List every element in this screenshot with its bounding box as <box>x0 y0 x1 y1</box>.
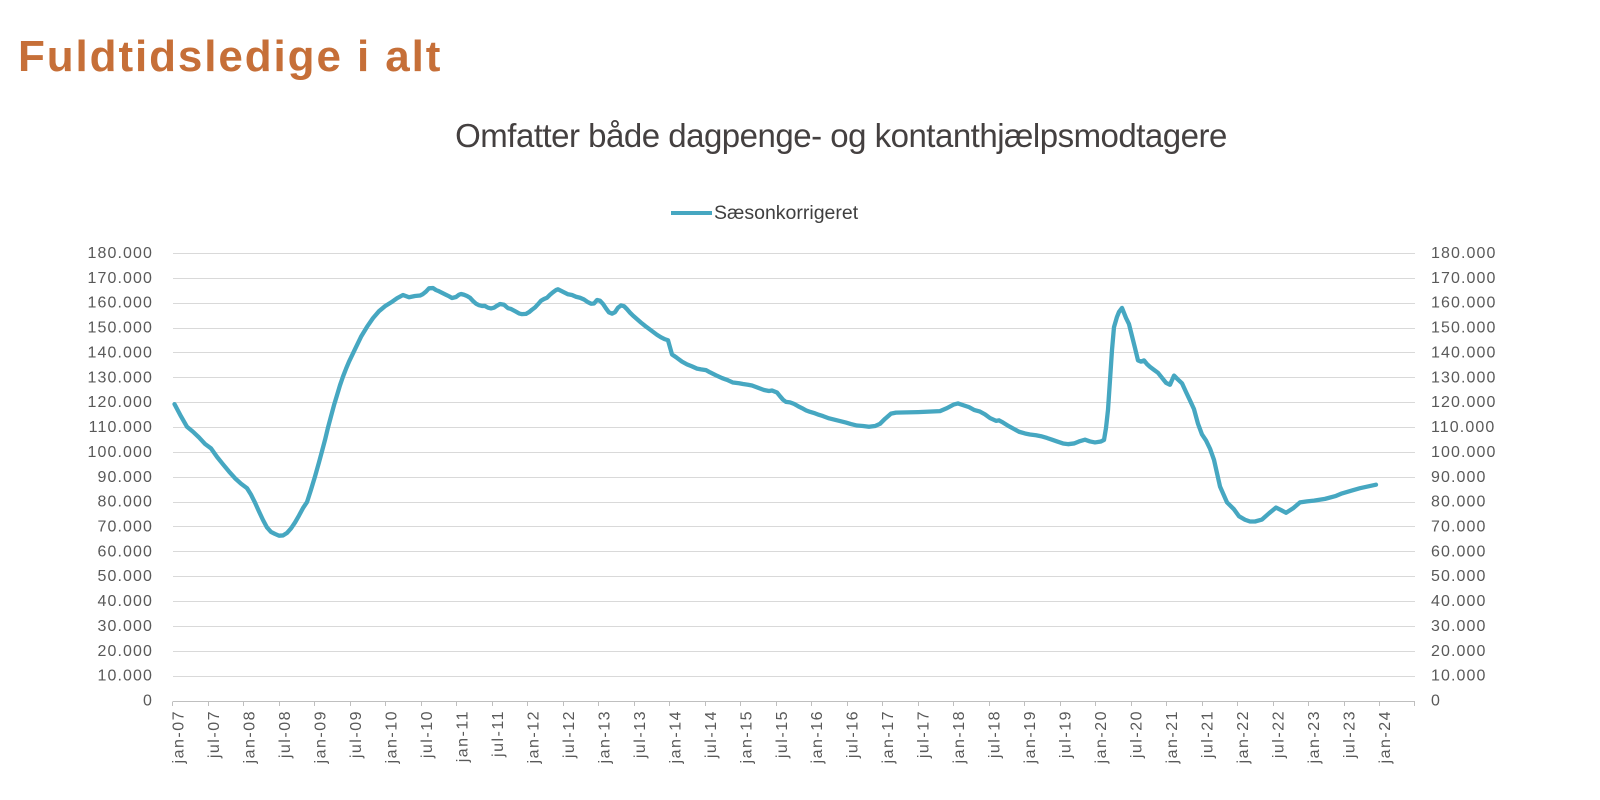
svg-text:100.000: 100.000 <box>1431 444 1497 461</box>
svg-text:110.000: 110.000 <box>1431 419 1495 436</box>
svg-text:jul-23: jul-23 <box>1342 710 1359 759</box>
svg-text:jul-09: jul-09 <box>348 710 365 759</box>
svg-text:jul-13: jul-13 <box>632 710 649 759</box>
svg-text:jul-11: jul-11 <box>490 710 507 758</box>
svg-text:jan-18: jan-18 <box>951 710 968 764</box>
svg-text:130.000: 130.000 <box>1431 369 1497 386</box>
svg-text:jan-12: jan-12 <box>525 710 542 764</box>
svg-text:jul-19: jul-19 <box>1058 710 1075 759</box>
svg-text:70.000: 70.000 <box>97 518 153 535</box>
svg-text:150.000: 150.000 <box>1431 320 1497 337</box>
svg-text:170.000: 170.000 <box>1431 270 1497 287</box>
svg-text:jan-20: jan-20 <box>1093 710 1110 764</box>
svg-text:180.000: 180.000 <box>87 245 153 262</box>
svg-text:50.000: 50.000 <box>1431 568 1487 585</box>
svg-text:jul-17: jul-17 <box>916 710 933 759</box>
svg-text:90.000: 90.000 <box>97 469 153 486</box>
svg-text:180.000: 180.000 <box>1431 245 1497 262</box>
svg-text:80.000: 80.000 <box>97 494 153 511</box>
svg-text:80.000: 80.000 <box>1431 494 1487 511</box>
svg-text:110.000: 110.000 <box>89 419 153 436</box>
svg-text:150.000: 150.000 <box>87 320 153 337</box>
svg-text:60.000: 60.000 <box>97 543 153 560</box>
svg-text:30.000: 30.000 <box>1431 618 1487 635</box>
svg-text:30.000: 30.000 <box>97 618 153 635</box>
svg-text:70.000: 70.000 <box>1431 518 1487 535</box>
svg-text:jul-18: jul-18 <box>987 710 1004 759</box>
svg-text:120.000: 120.000 <box>87 394 153 411</box>
svg-text:90.000: 90.000 <box>1431 469 1487 486</box>
svg-text:jan-10: jan-10 <box>383 710 400 764</box>
svg-text:20.000: 20.000 <box>97 643 153 660</box>
svg-text:jan-22: jan-22 <box>1235 710 1252 764</box>
svg-text:50.000: 50.000 <box>97 568 153 585</box>
svg-text:120.000: 120.000 <box>1431 394 1497 411</box>
svg-text:jul-21: jul-21 <box>1200 710 1217 759</box>
svg-text:jan-24: jan-24 <box>1377 710 1394 764</box>
svg-text:jan-19: jan-19 <box>1022 710 1039 764</box>
svg-text:140.000: 140.000 <box>1431 344 1497 361</box>
svg-text:0: 0 <box>143 693 153 710</box>
svg-text:130.000: 130.000 <box>87 369 153 386</box>
svg-text:jul-16: jul-16 <box>845 710 862 759</box>
svg-text:140.000: 140.000 <box>87 344 153 361</box>
svg-text:jan-07: jan-07 <box>171 710 188 764</box>
svg-text:jan-09: jan-09 <box>312 710 329 764</box>
svg-text:jan-14: jan-14 <box>667 710 684 764</box>
svg-text:20.000: 20.000 <box>1431 643 1487 660</box>
svg-text:jan-15: jan-15 <box>738 710 755 764</box>
svg-text:60.000: 60.000 <box>1431 543 1487 560</box>
svg-text:jul-08: jul-08 <box>277 710 294 759</box>
svg-text:40.000: 40.000 <box>97 593 153 610</box>
svg-text:170.000: 170.000 <box>87 270 153 287</box>
svg-text:0: 0 <box>1431 693 1441 710</box>
svg-text:jan-23: jan-23 <box>1306 710 1323 764</box>
svg-text:jan-17: jan-17 <box>880 710 897 764</box>
svg-text:40.000: 40.000 <box>1431 593 1487 610</box>
svg-text:jul-12: jul-12 <box>561 710 578 759</box>
svg-text:160.000: 160.000 <box>1431 295 1497 312</box>
svg-text:jan-21: jan-21 <box>1164 710 1181 764</box>
svg-text:100.000: 100.000 <box>87 444 153 461</box>
svg-text:160.000: 160.000 <box>87 295 153 312</box>
svg-text:jul-15: jul-15 <box>774 710 791 759</box>
svg-text:jul-07: jul-07 <box>206 710 223 759</box>
svg-text:jul-10: jul-10 <box>419 710 436 759</box>
svg-text:jan-11: jan-11 <box>454 710 471 763</box>
svg-text:jan-13: jan-13 <box>596 710 613 764</box>
svg-text:10.000: 10.000 <box>97 668 153 685</box>
svg-text:jan-08: jan-08 <box>241 710 258 764</box>
svg-text:10.000: 10.000 <box>1431 668 1487 685</box>
svg-text:jul-22: jul-22 <box>1271 710 1288 759</box>
svg-text:jul-20: jul-20 <box>1129 710 1146 759</box>
svg-text:jul-14: jul-14 <box>703 710 720 759</box>
svg-text:jan-16: jan-16 <box>809 710 826 764</box>
